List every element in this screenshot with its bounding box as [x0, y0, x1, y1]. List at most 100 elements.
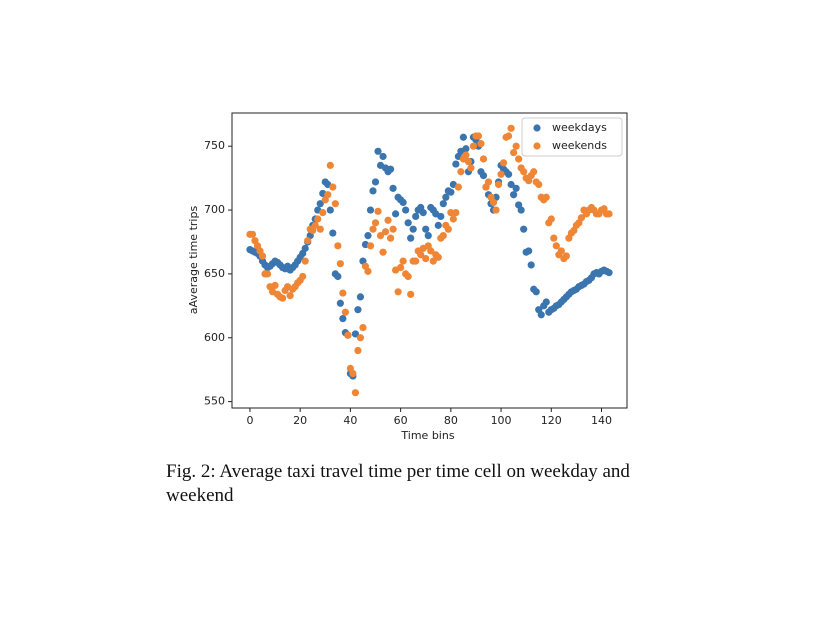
point [424, 231, 432, 240]
plot-frame [231, 112, 628, 409]
point [334, 242, 342, 250]
point [535, 180, 543, 189]
point [510, 148, 518, 157]
point [351, 389, 360, 397]
point [419, 209, 427, 217]
point [369, 187, 377, 195]
point [507, 124, 515, 132]
x-tick-label: 0 [246, 414, 253, 427]
point [371, 219, 380, 227]
point [381, 228, 390, 236]
point [371, 178, 380, 186]
point [434, 221, 442, 229]
y-tick-label: 750 [204, 139, 225, 152]
point [515, 155, 523, 163]
point [412, 212, 420, 221]
point [510, 191, 518, 199]
point [311, 221, 319, 229]
point [462, 151, 470, 159]
point [552, 242, 560, 250]
point [404, 272, 412, 281]
point [248, 230, 257, 238]
point [525, 247, 533, 255]
point [427, 247, 435, 255]
point [394, 288, 402, 296]
point [354, 306, 362, 314]
point [505, 132, 513, 140]
point [542, 193, 550, 201]
x-tick-label: 80 [444, 414, 458, 427]
point [439, 200, 447, 208]
point [444, 225, 452, 233]
point [336, 260, 344, 268]
legend-marker [533, 124, 541, 132]
y-tick-label: 550 [204, 395, 225, 408]
point [263, 270, 272, 278]
point [505, 170, 513, 178]
point [407, 290, 415, 298]
point [331, 200, 339, 208]
point [364, 231, 372, 240]
point [299, 272, 307, 281]
point [366, 206, 375, 214]
y-tick-label: 600 [204, 331, 225, 344]
point [417, 251, 425, 259]
point [356, 334, 365, 342]
point [517, 206, 525, 214]
point [484, 178, 493, 186]
point [542, 298, 550, 306]
point [339, 289, 347, 297]
point [442, 193, 450, 201]
y-tick-label: 650 [204, 267, 225, 280]
point [258, 252, 267, 260]
point [399, 198, 407, 206]
point [434, 253, 442, 261]
point [391, 210, 400, 218]
point [326, 206, 334, 214]
point [336, 299, 344, 307]
point [366, 242, 375, 250]
point [469, 142, 478, 150]
legend-marker [533, 142, 541, 150]
point [557, 247, 565, 255]
point [316, 200, 324, 208]
point [422, 254, 430, 263]
point [454, 183, 462, 191]
point [459, 133, 468, 141]
point [457, 168, 465, 176]
point [507, 180, 515, 189]
point [344, 331, 352, 339]
point [402, 206, 410, 214]
x-tick-label: 20 [293, 414, 307, 427]
point [452, 160, 460, 168]
point [474, 132, 483, 140]
legend-label: weekdays [552, 121, 607, 134]
point [409, 225, 417, 233]
y-tick-label: 700 [204, 203, 225, 216]
point [386, 234, 395, 242]
point [329, 183, 337, 191]
point [326, 161, 334, 169]
point [605, 269, 613, 277]
point [479, 171, 488, 180]
legend-box [521, 117, 623, 157]
point [449, 215, 457, 223]
point [301, 257, 309, 265]
point [356, 293, 365, 301]
point [422, 225, 430, 233]
point [447, 209, 455, 217]
point [467, 164, 475, 172]
point [577, 214, 586, 222]
point [407, 234, 415, 242]
point [479, 155, 488, 163]
point [374, 207, 382, 215]
point [301, 244, 309, 252]
point [316, 225, 324, 233]
point [447, 188, 455, 196]
point [389, 184, 397, 192]
point [364, 267, 372, 275]
point [530, 168, 538, 176]
point [286, 292, 294, 300]
point [384, 216, 392, 224]
